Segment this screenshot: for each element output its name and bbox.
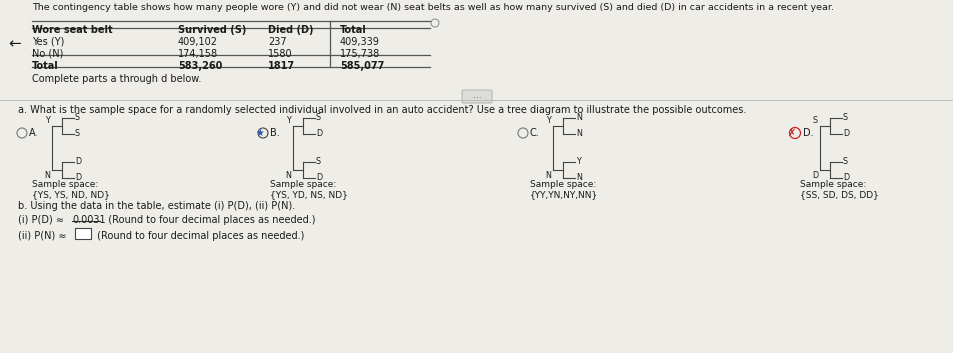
Text: A.: A. [29,128,38,138]
Text: No (N): No (N) [32,49,63,59]
Text: ...: ... [472,91,481,101]
Text: Total: Total [32,61,59,71]
Text: 237: 237 [268,37,286,47]
Text: Sample space:: Sample space: [530,180,596,189]
Text: S: S [315,157,321,167]
Text: D: D [75,157,81,167]
Text: S: S [842,114,847,122]
Text: D: D [811,171,817,180]
Text: Died (D): Died (D) [268,25,314,35]
Text: Y: Y [576,157,580,167]
Text: 585,077: 585,077 [339,61,384,71]
FancyBboxPatch shape [461,90,492,103]
Text: N: N [576,174,581,183]
Text: Y: Y [45,116,50,125]
Text: $\leftarrow$: $\leftarrow$ [6,35,23,50]
Text: D.: D. [802,128,813,138]
Text: a. What is the sample space for a randomly selected individual involved in an au: a. What is the sample space for a random… [18,105,745,115]
Text: Complete parts a through d below.: Complete parts a through d below. [32,74,201,84]
Text: Yes (Y): Yes (Y) [32,37,64,47]
Text: N: N [44,171,50,180]
Text: (Round to four decimal places as needed.): (Round to four decimal places as needed.… [94,231,304,241]
Text: 583,260: 583,260 [178,61,222,71]
Text: {YS, YD, NS, ND}: {YS, YD, NS, ND} [270,190,348,199]
Text: {SS, SD, DS, DD}: {SS, SD, DS, DD} [800,190,878,199]
Text: {YY,YN,NY,NN}: {YY,YN,NY,NN} [530,190,598,199]
Text: Y: Y [546,116,551,125]
Text: 0.0031: 0.0031 [71,215,106,225]
Text: S: S [812,116,817,125]
Text: B.: B. [270,128,279,138]
Text: 175,738: 175,738 [339,49,380,59]
Text: {YS, YS, ND, ND}: {YS, YS, ND, ND} [32,190,110,199]
Text: N: N [285,171,291,180]
Text: S: S [75,114,80,122]
Text: D: D [75,174,81,183]
Text: D: D [315,130,322,138]
Text: 409,102: 409,102 [178,37,218,47]
Text: 174,158: 174,158 [178,49,218,59]
Text: N: N [576,130,581,138]
Text: 409,339: 409,339 [339,37,379,47]
Text: Total: Total [339,25,366,35]
Text: Sample space:: Sample space: [32,180,98,189]
Text: (ii) P(N) ≈: (ii) P(N) ≈ [18,231,70,241]
Text: Wore seat belt: Wore seat belt [32,25,112,35]
Text: S: S [315,114,321,122]
Text: N: N [544,171,551,180]
Text: Survived (S): Survived (S) [178,25,246,35]
Text: 1580: 1580 [268,49,293,59]
Text: (Round to four decimal places as needed.): (Round to four decimal places as needed.… [102,215,315,225]
Text: ✗: ✗ [786,127,795,138]
Text: 1817: 1817 [268,61,294,71]
Text: Sample space:: Sample space: [270,180,335,189]
Text: C.: C. [530,128,539,138]
Text: The contingency table shows how many people wore (Y) and did not wear (N) seat b: The contingency table shows how many peo… [32,3,833,12]
Text: S: S [842,157,847,167]
Text: N: N [576,114,581,122]
Text: Y: Y [286,116,291,125]
Text: ★: ★ [255,128,264,138]
Text: D: D [842,130,848,138]
Text: D: D [842,174,848,183]
Text: (i) P(D) ≈: (i) P(D) ≈ [18,215,67,225]
Text: Sample space:: Sample space: [800,180,865,189]
FancyBboxPatch shape [75,228,91,239]
Text: D: D [315,174,322,183]
Text: S: S [75,130,80,138]
Text: b. Using the data in the table, estimate (i) P(D), (ii) P(N).: b. Using the data in the table, estimate… [18,201,294,211]
